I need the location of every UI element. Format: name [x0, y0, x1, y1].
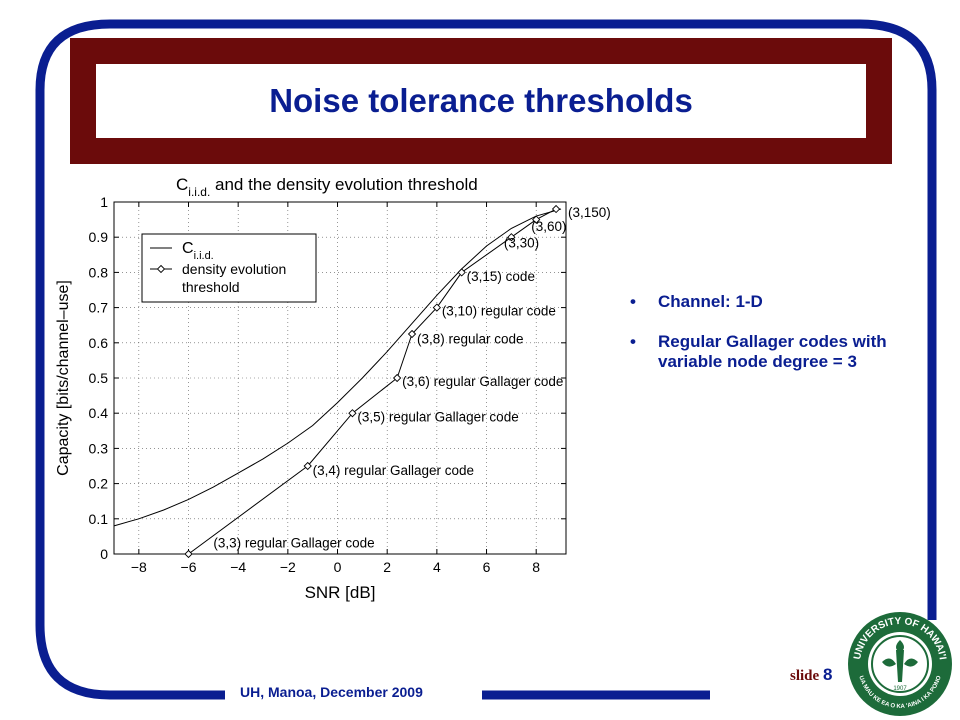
slide-label: slide 8	[790, 665, 832, 685]
data-point-marker	[532, 215, 541, 224]
y-tick-label: 0.2	[89, 476, 109, 492]
bullet-dot: •	[630, 332, 636, 351]
seal-leaf-icon	[882, 658, 918, 667]
bullet-list: • Channel: 1-D • Regular Gallager codes …	[630, 292, 930, 392]
bullet-item: • Regular Gallager codes with variable n…	[630, 332, 930, 372]
university-seal-logo: UNIVERSITY OF HAWAI'I UA MAU KE EA O KA …	[848, 612, 952, 716]
point-annotation: (3,6) regular Gallager code	[402, 374, 563, 389]
y-tick-label: 0.7	[89, 300, 109, 316]
seal-year: 1907	[893, 686, 907, 692]
point-annotation: (3,8) regular code	[417, 332, 524, 347]
data-point-marker	[457, 268, 466, 277]
x-tick-label: 0	[334, 559, 342, 575]
data-point-marker	[392, 373, 402, 383]
series-line	[188, 208, 557, 555]
capacity-chart: −8 −6 −4 −2 0 2 4 6 8 0 0.1 0.2 0.3 0.4 0.5 0.6 0.7 0.8 0.…	[55, 175, 611, 602]
x-tick-label: −8	[131, 559, 147, 575]
bullet-item: • Channel: 1-D	[630, 292, 930, 312]
point-annotation: (3,3) regular Gallager code	[213, 536, 374, 551]
legend-box	[141, 233, 317, 303]
bullet-text: Regular Gallager codes with variable nod…	[658, 332, 887, 371]
data-point-marker	[432, 303, 441, 312]
x-axis-label: SNR [dB]	[305, 583, 376, 602]
data-point-marker	[507, 233, 516, 242]
point-annotation: (3,4) regular Gallager code	[313, 463, 474, 478]
x-tick-label: 8	[532, 559, 540, 575]
seal-torch-icon	[896, 650, 904, 682]
x-tick-label: 6	[483, 559, 491, 575]
x-tick-label: −4	[230, 559, 246, 575]
seal-flame-icon	[896, 640, 904, 650]
data-point-marker	[184, 549, 193, 559]
chart-title-main: C	[176, 175, 188, 194]
data-point-marker	[407, 329, 417, 339]
slide-number: 8	[822, 665, 833, 684]
slide-title: Noise tolerance thresholds	[269, 82, 693, 119]
point-annotation: (3,30)	[504, 235, 539, 250]
title-banner: Noise tolerance thresholds	[70, 38, 892, 164]
slide-word: slide	[790, 668, 820, 684]
bullet-dot: •	[630, 292, 636, 311]
legend-marker-swatch	[156, 264, 166, 274]
chart-title-sub: i.i.d.	[188, 185, 210, 199]
point-annotation: (3,60)	[531, 219, 566, 234]
point-annotation: (3,15) code	[467, 269, 535, 284]
legend-label: Ci.i.d.	[182, 240, 214, 262]
bullet-text: Channel: 1-D	[658, 292, 763, 311]
x-tick-label: 4	[433, 559, 441, 575]
point-annotation: (3,10) regular code	[442, 303, 556, 318]
legend-label-main: C	[182, 240, 194, 257]
legend-label-sub: i.i.d.	[194, 250, 214, 262]
point-annotation: (3,5) regular Gallager code	[357, 410, 518, 425]
chart-title: Ci.i.d. and the density evolution thresh…	[176, 175, 478, 199]
legend-label: density evolution	[182, 261, 286, 277]
y-tick-label: 0.6	[89, 335, 109, 351]
data-point-marker	[551, 204, 561, 214]
y-tick-label: 0.3	[89, 440, 109, 456]
x-tick-label: −2	[280, 559, 296, 575]
x-tick-label: −6	[181, 559, 197, 575]
frame-border	[35, 19, 937, 700]
y-tick-label: 1	[100, 194, 108, 210]
chart-title-rest: and the density evolution threshold	[210, 175, 477, 194]
y-tick-label: 0.4	[89, 405, 109, 421]
seal-core	[871, 635, 929, 693]
title-inner: Noise tolerance thresholds	[96, 64, 866, 138]
point-annotation: (3,150)	[568, 205, 611, 220]
data-point-marker	[348, 409, 357, 418]
y-axis-label: Capacity [bits/channel–use]	[55, 280, 72, 476]
x-tick-label: 2	[383, 559, 391, 575]
y-tick-label: 0.5	[89, 370, 109, 386]
y-tick-label: 0	[100, 546, 108, 562]
y-tick-label: 0.9	[89, 229, 109, 245]
y-tick-label: 0.8	[89, 264, 109, 280]
legend-label: threshold	[182, 279, 240, 295]
series-line	[113, 208, 562, 527]
y-tick-label: 0.1	[89, 511, 109, 527]
footer-text: UH, Manoa, December 2009	[240, 684, 423, 700]
data-point-marker	[303, 461, 312, 471]
